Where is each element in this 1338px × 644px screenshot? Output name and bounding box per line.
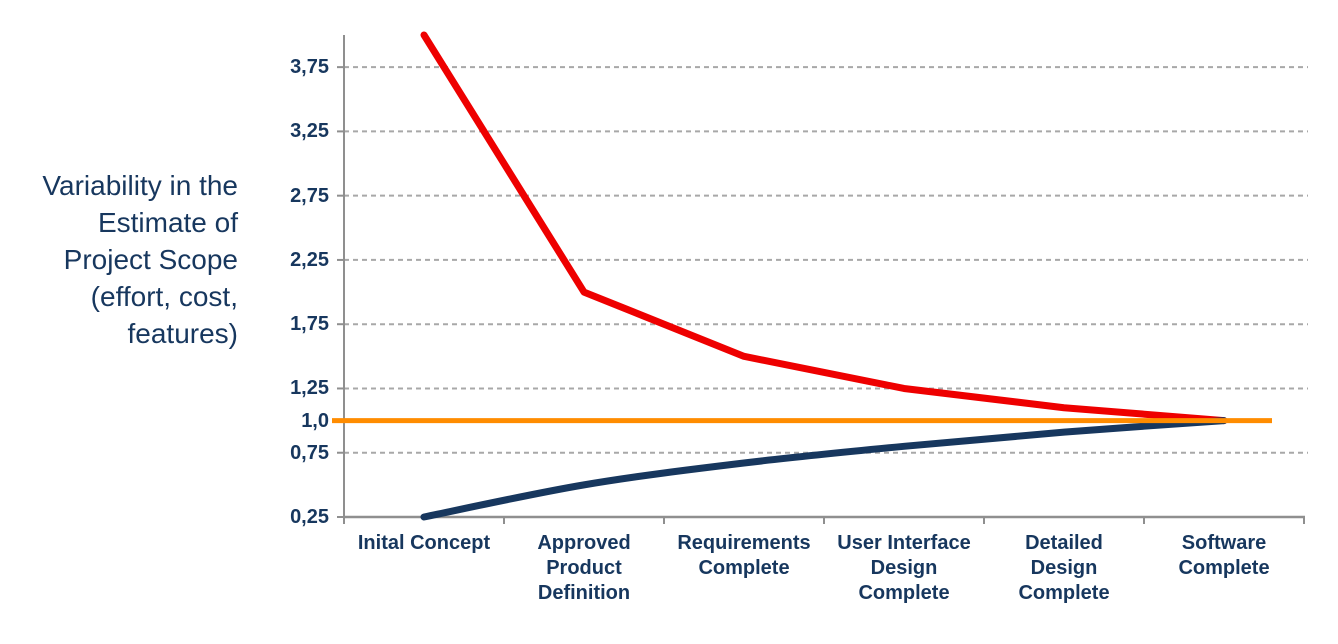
series-lower-estimate-bound-line	[420, 417, 1228, 521]
y-tick-label: 1,0	[301, 409, 329, 432]
series-upper-estimate-bound-line	[420, 31, 1228, 425]
y-tick-label: 2,25	[290, 248, 329, 271]
y-tick-label: 3,75	[290, 56, 329, 79]
y-tick-label: 1,75	[290, 313, 329, 336]
y-tick-label: 2,75	[290, 184, 329, 207]
y-tick-label: 3,25	[290, 120, 329, 143]
x-category-label: Approved Product Definition	[537, 532, 631, 604]
y-tick-label: 0,75	[290, 441, 329, 464]
x-category-label: Software Complete	[1178, 532, 1270, 579]
y-axis-title: Variability in the Estimate of Project S…	[42, 170, 238, 349]
x-category-label: Requirements Complete	[677, 532, 811, 579]
x-category-label: Inital Concept	[357, 532, 491, 554]
x-category-label: Detailed Design Complete	[1018, 532, 1110, 604]
y-tick-label: 0,25	[290, 506, 329, 528]
y-tick-label: 1,25	[290, 377, 329, 400]
x-category-label: User Interface Design Complete	[837, 532, 971, 604]
